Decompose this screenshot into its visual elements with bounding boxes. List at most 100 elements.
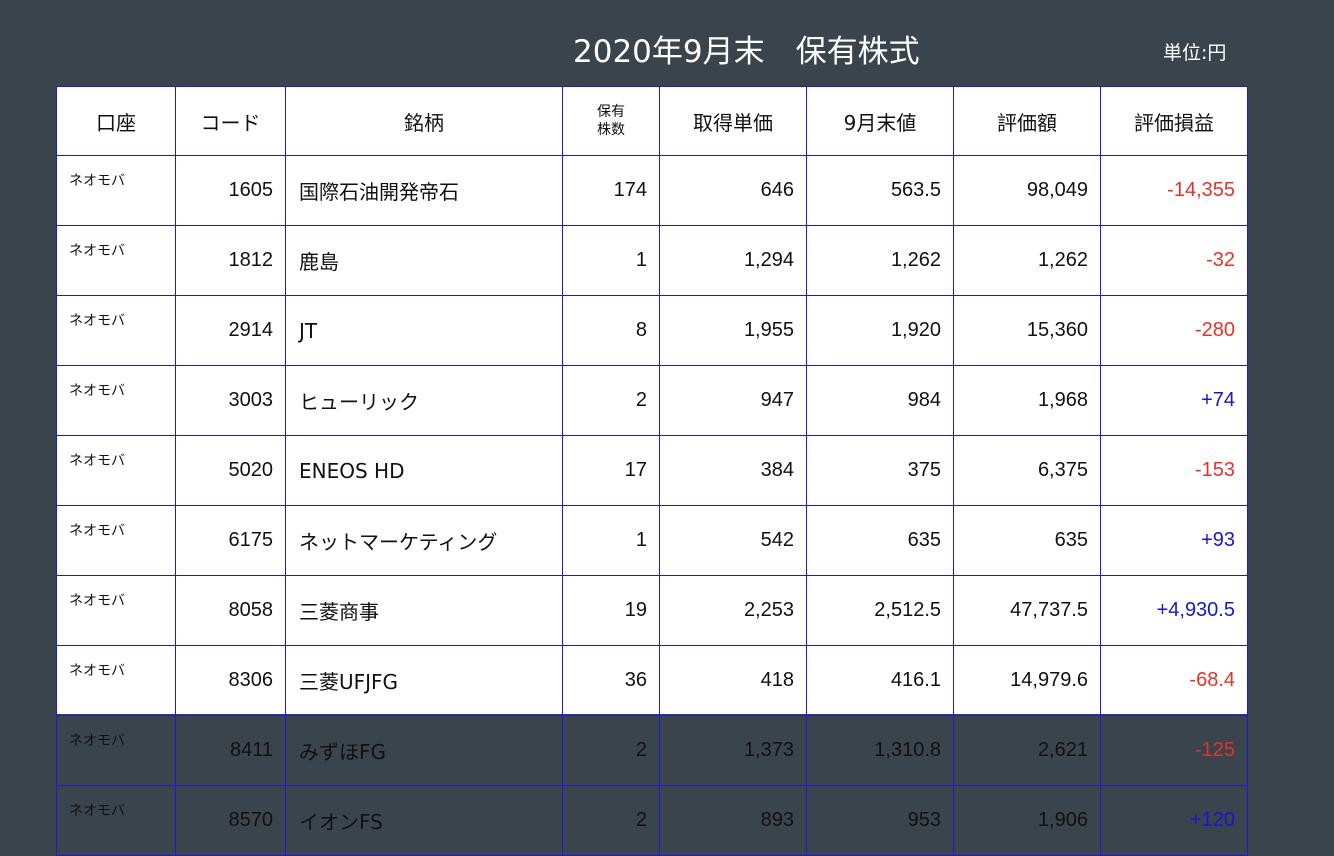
table-row: ネオモバ 8058 三菱商事 19 2,253 2,512.5 47,737.5 +4,930… <box>56 575 1248 646</box>
cell-pl: +74 <box>1100 365 1248 436</box>
cell-shares: 2 <box>562 365 660 436</box>
cell-cost: 1,955 <box>659 295 807 366</box>
cell-cost: 418 <box>659 645 807 716</box>
table-row: ネオモバ 5020 ENEOS HD 17 384 375 6,375 -153 <box>56 435 1248 506</box>
cell-name: 鹿島 <box>285 225 563 296</box>
cell-value: 2,621 <box>953 715 1101 786</box>
cell-value: 1,262 <box>953 225 1101 296</box>
header-row: 口座 コード 銘柄 保有 株数 取得単価 9月末値 評価額 評価損益 <box>56 86 1248 156</box>
cell-shares: 17 <box>562 435 660 506</box>
col-header-name: 銘柄 <box>285 86 563 156</box>
cell-cost: 542 <box>659 505 807 576</box>
cell-code: 8306 <box>175 645 286 716</box>
cell-price: 563.5 <box>806 155 954 226</box>
cell-pl: -68.4 <box>1100 645 1248 716</box>
cell-code: 5020 <box>175 435 286 506</box>
cell-shares: 8 <box>562 295 660 366</box>
cell-value: 1,906 <box>953 785 1101 856</box>
cell-value: 6,375 <box>953 435 1101 506</box>
cell-name: ヒューリック <box>285 365 563 436</box>
cell-account: ネオモバ <box>56 505 176 576</box>
cell-name: 国際石油開発帝石 <box>285 155 563 226</box>
cell-cost: 384 <box>659 435 807 506</box>
cell-price: 1,310.8 <box>806 715 954 786</box>
cell-pl: -153 <box>1100 435 1248 506</box>
cell-value: 635 <box>953 505 1101 576</box>
cell-account: ネオモバ <box>56 295 176 366</box>
cell-name: ネットマーケティング <box>285 505 563 576</box>
cell-value: 98,049 <box>953 155 1101 226</box>
cell-cost: 1,294 <box>659 225 807 296</box>
cell-pl: -280 <box>1100 295 1248 366</box>
cell-price: 1,920 <box>806 295 954 366</box>
cell-account: ネオモバ <box>56 785 176 856</box>
col-header-pl: 評価損益 <box>1100 86 1248 156</box>
cell-pl: -32 <box>1100 225 1248 296</box>
col-header-account: 口座 <box>56 86 176 156</box>
cell-code: 6175 <box>175 505 286 576</box>
col-header-shares-line2: 株数 <box>597 122 625 138</box>
cell-shares: 36 <box>562 645 660 716</box>
col-header-shares: 保有 株数 <box>562 86 660 156</box>
cell-pl: -14,355 <box>1100 155 1248 226</box>
cell-price: 1,262 <box>806 225 954 296</box>
header: 2020年9月末 保有株式 単位:円 <box>0 0 1334 80</box>
table-row: ネオモバ 8570 イオンFS 2 893 953 1,906 +120 <box>56 785 1248 856</box>
cell-name: ENEOS HD <box>285 435 563 506</box>
cell-code: 1605 <box>175 155 286 226</box>
col-header-cost: 取得単価 <box>659 86 807 156</box>
cell-value: 14,979.6 <box>953 645 1101 716</box>
holdings-sheet: 口座 コード 銘柄 保有 株数 取得単価 9月末値 評価額 評価損益 ネオモバ 1… <box>56 86 1248 856</box>
cell-shares: 174 <box>562 155 660 226</box>
cell-shares: 2 <box>562 785 660 856</box>
cell-pl: +93 <box>1100 505 1248 576</box>
holdings-table: 口座 コード 銘柄 保有 株数 取得単価 9月末値 評価額 評価損益 ネオモバ 1… <box>56 86 1248 856</box>
table-row: ネオモバ 1605 国際石油開発帝石 174 646 563.5 98,049 -14,355 <box>56 155 1248 226</box>
cell-name: 三菱商事 <box>285 575 563 646</box>
unit-label: 単位:円 <box>1163 42 1227 64</box>
table-row: ネオモバ 1812 鹿島 1 1,294 1,262 1,262 -32 <box>56 225 1248 296</box>
cell-code: 8411 <box>175 715 286 786</box>
cell-price: 984 <box>806 365 954 436</box>
cell-account: ネオモバ <box>56 575 176 646</box>
cell-account: ネオモバ <box>56 645 176 716</box>
cell-price: 2,512.5 <box>806 575 954 646</box>
cell-name: イオンFS <box>285 785 563 856</box>
cell-cost: 646 <box>659 155 807 226</box>
table-row: ネオモバ 3003 ヒューリック 2 947 984 1,968 +74 <box>56 365 1248 436</box>
cell-account: ネオモバ <box>56 225 176 296</box>
col-header-shares-line1: 保有 <box>597 104 625 120</box>
table-row: ネオモバ 6175 ネットマーケティング 1 542 635 635 +93 <box>56 505 1248 576</box>
table-row: ネオモバ 2914 JT 8 1,955 1,920 15,360 -280 <box>56 295 1248 366</box>
table-row: ネオモバ 8411 みずほFG 2 1,373 1,310.8 2,621 -125 <box>56 715 1248 786</box>
cell-price: 953 <box>806 785 954 856</box>
cell-price: 635 <box>806 505 954 576</box>
col-header-code: コード <box>175 86 286 156</box>
cell-pl: +4,930.5 <box>1100 575 1248 646</box>
cell-cost: 2,253 <box>659 575 807 646</box>
cell-pl: +120 <box>1100 785 1248 856</box>
cell-shares: 1 <box>562 225 660 296</box>
cell-name: 三菱UFJFG <box>285 645 563 716</box>
cell-value: 1,968 <box>953 365 1101 436</box>
cell-name: JT <box>285 295 563 366</box>
cell-code: 3003 <box>175 365 286 436</box>
col-header-value: 評価額 <box>953 86 1101 156</box>
cell-cost: 893 <box>659 785 807 856</box>
cell-price: 375 <box>806 435 954 506</box>
cell-code: 8570 <box>175 785 286 856</box>
cell-cost: 1,373 <box>659 715 807 786</box>
cell-price: 416.1 <box>806 645 954 716</box>
cell-code: 2914 <box>175 295 286 366</box>
cell-name: みずほFG <box>285 715 563 786</box>
table-row: ネオモバ 8306 三菱UFJFG 36 418 416.1 14,979.6 -68.4 <box>56 645 1248 716</box>
cell-code: 1812 <box>175 225 286 296</box>
cell-shares: 2 <box>562 715 660 786</box>
cell-account: ネオモバ <box>56 715 176 786</box>
cell-shares: 19 <box>562 575 660 646</box>
cell-account: ネオモバ <box>56 365 176 436</box>
col-header-price: 9月末値 <box>806 86 954 156</box>
cell-value: 15,360 <box>953 295 1101 366</box>
cell-cost: 947 <box>659 365 807 436</box>
page-title: 2020年9月末 保有株式 <box>573 34 920 70</box>
